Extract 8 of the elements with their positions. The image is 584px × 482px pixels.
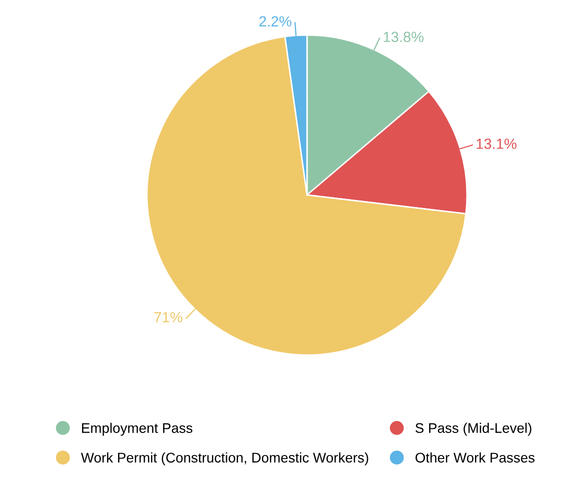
data-label: 13.8% <box>384 32 424 42</box>
data-label: 2.2% <box>259 16 292 26</box>
legend-label: Employment Pass <box>82 422 192 436</box>
legend-label: Work Permit (Construction, Domestic Workers) <box>80 452 368 466</box>
data-label: 71% <box>154 312 182 322</box>
legend-label: Other Work Passes <box>416 452 535 463</box>
legend-label: S Pass (Mid-Level) <box>416 422 532 436</box>
data-label: 13.1% <box>476 138 516 149</box>
